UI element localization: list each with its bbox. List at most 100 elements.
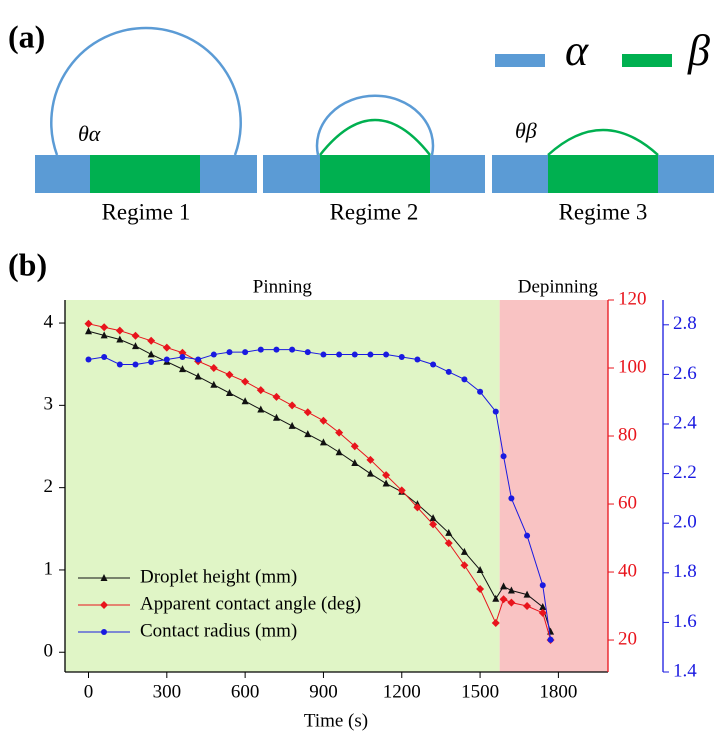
region bbox=[499, 300, 608, 672]
marker bbox=[351, 458, 359, 466]
y-tick-label: 3 bbox=[44, 394, 54, 415]
legend-label: Contact radius (mm) bbox=[140, 620, 297, 641]
marker bbox=[460, 547, 468, 555]
x-tick-label: 600 bbox=[231, 681, 260, 702]
marker bbox=[194, 372, 202, 380]
marker bbox=[288, 421, 296, 429]
marker bbox=[210, 380, 218, 388]
marker bbox=[319, 438, 327, 446]
y-tick-label: 1 bbox=[44, 558, 54, 579]
legend-swatch bbox=[622, 54, 672, 67]
y2-tick-label: 100 bbox=[618, 356, 647, 377]
marker bbox=[272, 392, 281, 401]
marker bbox=[319, 416, 328, 425]
marker bbox=[508, 495, 515, 502]
marker bbox=[350, 442, 359, 451]
marker bbox=[100, 601, 108, 609]
patch bbox=[90, 155, 200, 193]
angle-label: θβ bbox=[515, 118, 537, 143]
marker bbox=[256, 386, 265, 395]
patch bbox=[548, 155, 658, 193]
marker bbox=[507, 586, 515, 594]
marker bbox=[461, 376, 468, 383]
marker bbox=[500, 582, 508, 590]
droplet bbox=[50, 26, 242, 156]
marker bbox=[538, 608, 547, 617]
marker bbox=[397, 486, 406, 495]
marker bbox=[335, 448, 343, 456]
marker bbox=[524, 532, 531, 539]
marker bbox=[147, 336, 156, 345]
marker bbox=[241, 397, 249, 405]
marker bbox=[101, 354, 108, 361]
marker bbox=[226, 349, 233, 356]
marker bbox=[115, 326, 124, 335]
marker bbox=[366, 469, 374, 477]
marker bbox=[195, 356, 202, 363]
marker bbox=[460, 561, 469, 570]
legend-label: Apparent contact angle (deg) bbox=[140, 593, 361, 614]
panel-a: (a) α β θα θβ Regime 1 Regime 2 Regime 3 bbox=[8, 18, 714, 224]
marker bbox=[304, 430, 312, 438]
marker bbox=[116, 335, 124, 343]
marker bbox=[523, 590, 531, 598]
legend-label: β bbox=[687, 26, 710, 75]
marker bbox=[320, 351, 327, 358]
marker bbox=[335, 428, 344, 437]
marker bbox=[491, 619, 500, 628]
y2-tick-label: 60 bbox=[618, 492, 637, 513]
patch bbox=[320, 155, 430, 193]
marker bbox=[539, 602, 547, 610]
marker bbox=[116, 361, 123, 368]
x-tick-label: 300 bbox=[153, 681, 182, 702]
marker bbox=[210, 351, 217, 358]
marker bbox=[445, 368, 452, 375]
marker bbox=[351, 351, 358, 358]
region-label: Depinning bbox=[518, 276, 599, 297]
marker bbox=[383, 351, 390, 358]
y3-tick-label: 2.2 bbox=[673, 462, 697, 483]
marker bbox=[101, 629, 107, 635]
y-tick-label: 4 bbox=[44, 311, 54, 332]
marker bbox=[242, 349, 249, 356]
marker bbox=[477, 388, 484, 395]
marker bbox=[547, 636, 554, 643]
y3-tick-label: 1.8 bbox=[673, 561, 697, 582]
y3-tick-label: 1.6 bbox=[673, 611, 697, 632]
marker bbox=[492, 594, 500, 602]
marker bbox=[288, 401, 297, 410]
droplet bbox=[319, 118, 431, 156]
marker bbox=[445, 528, 453, 536]
marker bbox=[429, 520, 438, 529]
marker bbox=[100, 323, 109, 332]
marker bbox=[539, 582, 546, 589]
marker bbox=[132, 361, 139, 368]
marker bbox=[162, 343, 171, 352]
marker bbox=[414, 356, 421, 363]
marker bbox=[241, 377, 250, 386]
panel-label: (b) bbox=[8, 246, 47, 282]
y3-tick-label: 2.8 bbox=[673, 313, 697, 334]
panel-label: (a) bbox=[8, 18, 45, 54]
marker bbox=[85, 356, 92, 363]
marker bbox=[398, 354, 405, 361]
marker bbox=[209, 364, 218, 373]
marker bbox=[257, 405, 265, 413]
x-tick-label: 900 bbox=[309, 681, 338, 702]
marker bbox=[84, 327, 92, 335]
marker bbox=[500, 453, 507, 460]
marker bbox=[413, 503, 422, 512]
x-tick-label: 1500 bbox=[461, 681, 499, 702]
marker bbox=[131, 342, 139, 350]
marker bbox=[366, 455, 375, 464]
marker bbox=[179, 354, 186, 361]
marker bbox=[257, 346, 264, 353]
marker bbox=[100, 331, 108, 339]
y2-tick-label: 120 bbox=[618, 288, 647, 309]
marker bbox=[476, 565, 484, 573]
marker bbox=[492, 408, 499, 415]
marker bbox=[84, 319, 93, 328]
x-tick-label: 1200 bbox=[383, 681, 421, 702]
legend-label: Droplet height (mm) bbox=[140, 566, 297, 587]
